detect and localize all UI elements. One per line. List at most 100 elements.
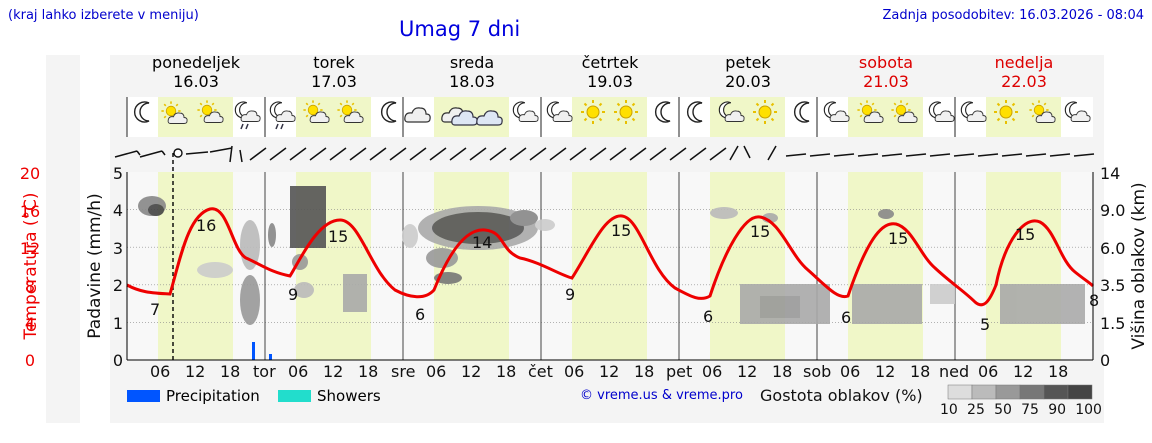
svg-text:0: 0 bbox=[113, 351, 123, 370]
svg-text:12: 12 bbox=[737, 362, 757, 381]
svg-text:6: 6 bbox=[841, 308, 851, 327]
legend-label: Precipitation bbox=[166, 387, 260, 405]
svg-text:9.0: 9.0 bbox=[1100, 201, 1125, 220]
cloud-density-label: Gostota oblakov (%) bbox=[760, 386, 923, 405]
day-name: petek bbox=[725, 53, 771, 72]
svg-text:15: 15 bbox=[611, 221, 631, 240]
scale-label: 25 bbox=[967, 402, 985, 418]
last-update: Zadnja posodobitev: 16.03.2026 - 08:04 bbox=[882, 8, 1144, 23]
svg-text:sob: sob bbox=[803, 362, 831, 381]
svg-text:1: 1 bbox=[113, 314, 123, 333]
day-header-weekend: sobota 21.03 bbox=[826, 53, 946, 91]
svg-text:15: 15 bbox=[328, 227, 348, 246]
svg-text:čet: čet bbox=[528, 362, 553, 381]
day-header: sreda 18.03 bbox=[412, 53, 532, 91]
scale-label: 75 bbox=[1021, 402, 1039, 418]
svg-text:12: 12 bbox=[461, 362, 481, 381]
left-axis-panel bbox=[46, 55, 80, 423]
svg-text:18: 18 bbox=[772, 362, 792, 381]
day-header: torek 17.03 bbox=[274, 53, 394, 91]
wind-barbs bbox=[114, 145, 1095, 163]
svg-text:1.5: 1.5 bbox=[1100, 314, 1125, 333]
svg-text:8: 8 bbox=[1089, 291, 1099, 310]
day-date: 17.03 bbox=[311, 72, 357, 91]
svg-text:12: 12 bbox=[1013, 362, 1033, 381]
legend-precipitation: Precipitation bbox=[127, 387, 260, 405]
temperature-labels: 7 16 9 15 6 14 9 15 6 15 6 15 5 15 8 bbox=[150, 216, 1099, 334]
svg-text:18: 18 bbox=[910, 362, 930, 381]
day-date: 19.03 bbox=[587, 72, 633, 91]
svg-text:06: 06 bbox=[288, 362, 308, 381]
svg-text:6: 6 bbox=[415, 305, 425, 324]
cloud-density-scale-labels: 10 25 50 75 90 100 bbox=[940, 402, 1102, 418]
svg-text:15: 15 bbox=[750, 222, 770, 241]
showers-swatch bbox=[278, 390, 311, 402]
scale-label: 10 bbox=[940, 402, 958, 418]
day-date: 18.03 bbox=[449, 72, 495, 91]
svg-text:5: 5 bbox=[980, 315, 990, 334]
cloud-height-ticks: 14 9.0 6.0 3.5 1.5 0 bbox=[1100, 164, 1125, 370]
svg-text:2: 2 bbox=[113, 276, 123, 295]
svg-text:20: 20 bbox=[20, 164, 40, 183]
scale-label: 90 bbox=[1048, 402, 1067, 418]
svg-text:6.0: 6.0 bbox=[1100, 239, 1125, 258]
legend-showers: Showers bbox=[278, 387, 381, 405]
day-name: sobota bbox=[858, 53, 914, 72]
svg-text:18: 18 bbox=[634, 362, 654, 381]
day-date: 16.03 bbox=[173, 72, 219, 91]
temperature-line bbox=[126, 207, 1095, 307]
svg-text:06: 06 bbox=[978, 362, 998, 381]
precip-bar bbox=[269, 354, 272, 360]
svg-text:5: 5 bbox=[113, 164, 123, 183]
svg-text:06: 06 bbox=[150, 362, 170, 381]
temp-axis-label: Temperatura (°C) bbox=[21, 192, 41, 340]
day-date: 20.03 bbox=[725, 72, 771, 91]
day-date: 21.03 bbox=[863, 72, 909, 91]
svg-text:18: 18 bbox=[358, 362, 378, 381]
svg-text:7: 7 bbox=[150, 300, 160, 319]
svg-text:9: 9 bbox=[288, 285, 298, 304]
svg-text:06: 06 bbox=[840, 362, 860, 381]
x-axis-ticks: 06 12 18 tor 06 12 18 sre 06 12 18 čet 06 12 18 pet … bbox=[150, 362, 1068, 381]
day-name: ponedeljek bbox=[152, 53, 240, 72]
cloud-density bbox=[138, 186, 1085, 325]
svg-text:15: 15 bbox=[888, 229, 908, 248]
temp-axis-ticks: 20 16 12 8 4 0 bbox=[20, 164, 40, 370]
svg-text:18: 18 bbox=[220, 362, 240, 381]
precip-axis-ticks: 5 4 3 2 1 0 bbox=[113, 164, 123, 370]
svg-text:4: 4 bbox=[113, 201, 123, 220]
scale-label: 100 bbox=[1075, 402, 1102, 418]
svg-text:18: 18 bbox=[496, 362, 516, 381]
svg-text:9: 9 bbox=[565, 285, 575, 304]
day-header-weekend: nedelja 22.03 bbox=[964, 53, 1084, 91]
day-name: torek bbox=[313, 53, 355, 72]
cloud-density-scale bbox=[947, 384, 1093, 400]
cloud-height-label: Višina oblakov (km) bbox=[1129, 182, 1149, 349]
svg-text:tor: tor bbox=[253, 362, 276, 381]
copyright-link[interactable]: © vreme.us & vreme.pro bbox=[580, 388, 743, 403]
day-name: četrtek bbox=[581, 53, 639, 72]
svg-text:16: 16 bbox=[20, 202, 40, 221]
day-name: nedelja bbox=[994, 53, 1054, 72]
svg-text:ned: ned bbox=[939, 362, 969, 381]
precipitation-swatch bbox=[127, 390, 160, 402]
precip-axis-label: Padavine (mm/h) bbox=[85, 193, 105, 338]
svg-text:15: 15 bbox=[1015, 225, 1035, 244]
day-date: 22.03 bbox=[1001, 72, 1047, 91]
svg-text:3: 3 bbox=[113, 239, 123, 258]
precip-bar bbox=[252, 342, 255, 360]
svg-text:06: 06 bbox=[426, 362, 446, 381]
location-menu-note: (kraj lahko izberete v meniju) bbox=[8, 8, 199, 23]
svg-text:16: 16 bbox=[196, 216, 216, 235]
svg-text:0: 0 bbox=[25, 351, 35, 370]
svg-text:14: 14 bbox=[472, 233, 492, 252]
svg-text:12: 12 bbox=[323, 362, 343, 381]
svg-text:6: 6 bbox=[703, 307, 713, 326]
svg-text:sre: sre bbox=[391, 362, 415, 381]
svg-text:0: 0 bbox=[1100, 351, 1110, 370]
svg-text:14: 14 bbox=[1100, 164, 1120, 183]
svg-text:pet: pet bbox=[666, 362, 692, 381]
day-header: četrtek 19.03 bbox=[550, 53, 670, 91]
legend-label: Showers bbox=[317, 387, 381, 405]
